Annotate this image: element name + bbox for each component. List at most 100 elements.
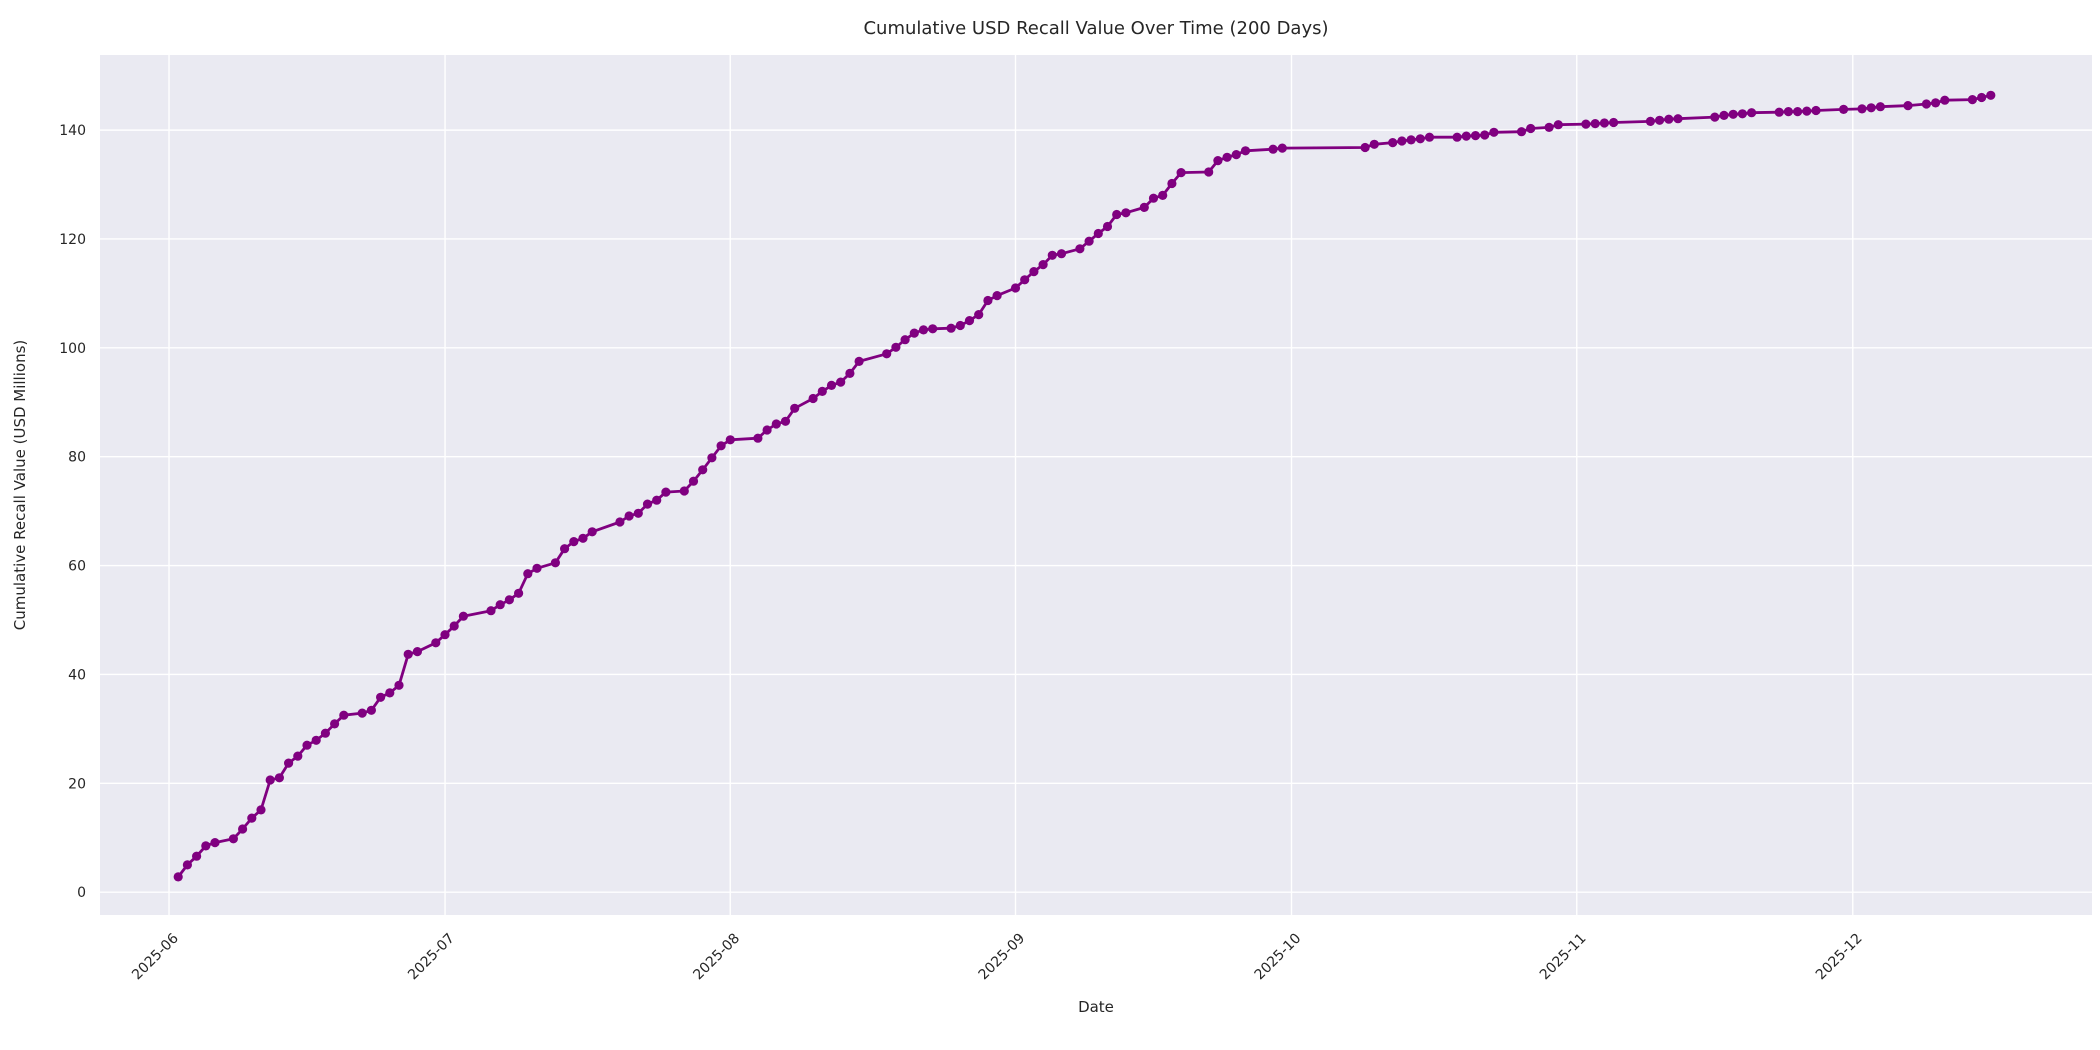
data-point bbox=[964, 316, 975, 326]
data-point bbox=[1424, 132, 1435, 142]
data-point bbox=[1664, 114, 1674, 124]
x-tick-label: 2025-06 bbox=[129, 930, 182, 983]
data-point bbox=[1121, 208, 1131, 218]
data-point bbox=[707, 453, 717, 463]
data-point bbox=[431, 638, 441, 648]
x-tick-label: 2025-11 bbox=[1537, 931, 1590, 984]
data-point bbox=[1480, 130, 1490, 140]
data-point bbox=[652, 495, 662, 505]
data-point bbox=[1222, 152, 1232, 162]
data-point bbox=[974, 310, 984, 320]
y-tick-label: 120 bbox=[59, 232, 86, 248]
data-point bbox=[1056, 249, 1067, 259]
data-point bbox=[1655, 115, 1665, 125]
y-tick-label: 20 bbox=[68, 776, 86, 792]
data-point bbox=[376, 692, 386, 702]
data-point bbox=[1875, 102, 1885, 112]
x-axis-label: Date bbox=[1078, 998, 1114, 1016]
data-point bbox=[532, 563, 542, 573]
data-point bbox=[1645, 116, 1655, 126]
data-point bbox=[1526, 123, 1536, 134]
data-point bbox=[274, 773, 284, 783]
data-point bbox=[1213, 156, 1223, 166]
data-point bbox=[900, 335, 910, 345]
data-point bbox=[1415, 134, 1425, 144]
chart-title: Cumulative USD Recall Value Over Time (2… bbox=[863, 18, 1328, 39]
data-point bbox=[615, 517, 625, 527]
data-point bbox=[882, 349, 892, 359]
data-point bbox=[1406, 135, 1416, 145]
data-point bbox=[725, 435, 735, 445]
data-point bbox=[1590, 119, 1600, 129]
data-point bbox=[1461, 131, 1471, 141]
data-point bbox=[633, 508, 643, 518]
data-point bbox=[1599, 118, 1609, 128]
data-point bbox=[1719, 110, 1729, 120]
data-point bbox=[1802, 106, 1812, 116]
data-point bbox=[808, 393, 818, 404]
data-point bbox=[495, 600, 505, 610]
data-point bbox=[624, 511, 634, 521]
data-point bbox=[440, 630, 450, 640]
data-point bbox=[192, 851, 202, 861]
data-point bbox=[339, 710, 349, 720]
data-point bbox=[891, 342, 901, 352]
data-point bbox=[284, 758, 294, 768]
data-point bbox=[845, 368, 855, 378]
data-point bbox=[1673, 114, 1683, 124]
data-point bbox=[1811, 105, 1821, 116]
data-point bbox=[826, 380, 837, 390]
data-point bbox=[458, 611, 468, 621]
data-point bbox=[1839, 104, 1849, 114]
data-point bbox=[293, 751, 303, 761]
data-point bbox=[578, 533, 588, 543]
data-point bbox=[311, 735, 321, 745]
data-point bbox=[504, 595, 514, 605]
data-point bbox=[569, 537, 579, 547]
y-tick-label: 0 bbox=[77, 885, 86, 901]
data-point bbox=[909, 328, 919, 338]
data-point bbox=[523, 569, 533, 579]
data-point bbox=[238, 824, 248, 834]
data-point bbox=[1038, 260, 1048, 270]
data-point bbox=[412, 647, 422, 657]
data-point bbox=[210, 838, 220, 848]
data-point bbox=[320, 728, 330, 738]
data-point bbox=[1167, 178, 1177, 189]
data-point bbox=[1581, 119, 1591, 129]
data-point bbox=[394, 680, 404, 690]
data-point bbox=[403, 649, 413, 659]
data-point bbox=[836, 377, 846, 387]
data-point bbox=[790, 403, 800, 413]
data-point bbox=[1903, 101, 1913, 111]
data-point bbox=[1231, 150, 1241, 160]
data-point bbox=[1388, 138, 1398, 148]
data-point bbox=[992, 291, 1002, 301]
data-point bbox=[1029, 267, 1039, 277]
data-point bbox=[302, 740, 312, 750]
x-tick-label: 2025-09 bbox=[976, 931, 1029, 984]
data-point bbox=[688, 476, 699, 486]
data-point bbox=[228, 834, 238, 844]
data-point bbox=[679, 486, 689, 496]
data-point bbox=[1489, 127, 1499, 137]
data-point bbox=[1084, 236, 1094, 246]
data-point bbox=[1075, 244, 1085, 254]
data-point bbox=[1793, 107, 1803, 117]
data-point bbox=[716, 441, 726, 451]
data-point bbox=[1204, 167, 1214, 177]
x-tick-label: 2025-08 bbox=[690, 931, 743, 984]
data-point bbox=[642, 499, 653, 509]
x-tick-label: 2025-10 bbox=[1252, 931, 1305, 984]
y-tick-label: 100 bbox=[59, 341, 86, 357]
data-point bbox=[1397, 136, 1407, 146]
data-point bbox=[1102, 221, 1113, 232]
y-tick-label: 80 bbox=[68, 450, 86, 466]
data-point bbox=[1728, 109, 1738, 119]
data-point bbox=[780, 416, 791, 426]
data-point bbox=[1158, 190, 1168, 200]
data-point bbox=[1452, 132, 1462, 142]
data-point bbox=[357, 708, 367, 718]
data-point bbox=[247, 813, 257, 823]
